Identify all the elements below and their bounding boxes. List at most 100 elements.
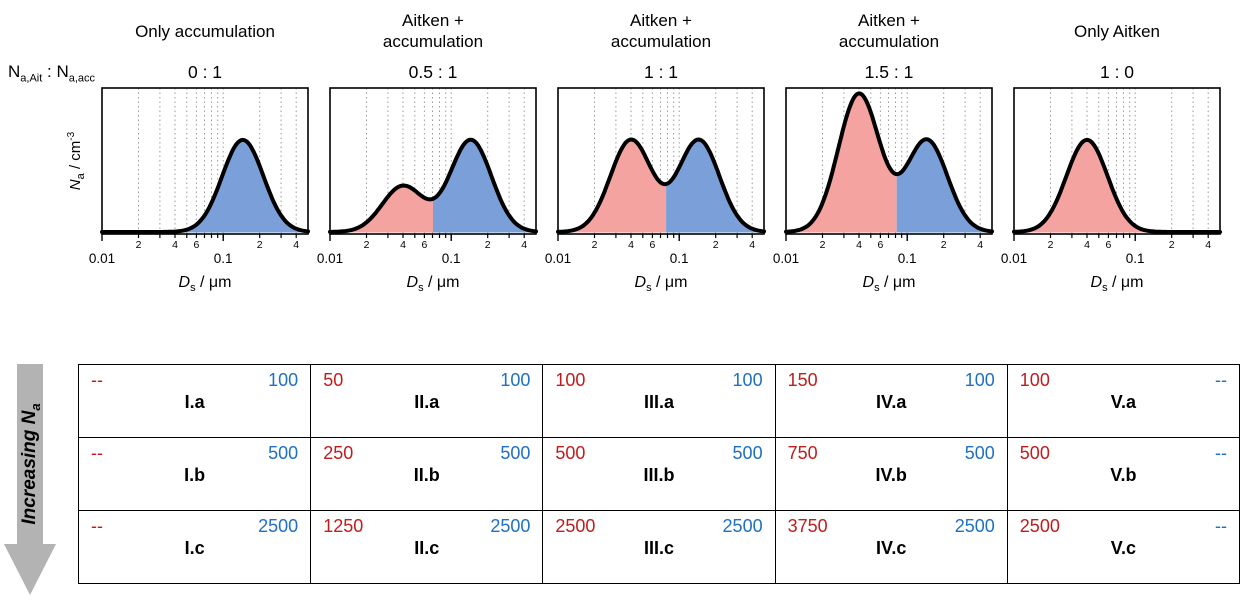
- accumulation-concentration: 2500: [722, 516, 763, 536]
- aitken-concentration: 2500: [555, 516, 596, 536]
- x-major-tick-label: 0.01: [773, 251, 799, 266]
- x-axis-units: / μm: [879, 274, 916, 291]
- x-major-tick-label: 0.1: [442, 251, 461, 266]
- table-cell: 750 500 IV.b: [775, 438, 1008, 511]
- x-minor-tick-label: 2: [136, 239, 142, 251]
- case-label: III.a: [643, 392, 674, 412]
- distribution-curve: [1012, 137, 1222, 234]
- x-axis-symbol: D: [862, 274, 875, 291]
- x-minor-tick-label: 2: [713, 239, 719, 251]
- increasing-subscript: a: [27, 403, 43, 411]
- ratio-subscript-accum: a,acc: [68, 72, 96, 85]
- table-cell: 3750 2500 IV.c: [775, 511, 1008, 584]
- accumulation-concentration: --: [1214, 370, 1227, 390]
- accumulation-concentration: 100: [732, 370, 763, 390]
- accumulation-concentration: 500: [500, 443, 531, 463]
- accumulation-concentration: 2500: [954, 516, 995, 536]
- distribution-curve: [328, 137, 538, 234]
- x-minor-tick-label: 6: [421, 239, 427, 251]
- aitken-concentration: 500: [555, 443, 586, 463]
- x-axis-units: / μm: [195, 274, 232, 291]
- cell-values-row: 50 100: [311, 365, 542, 391]
- aitken-concentration: --: [91, 370, 103, 390]
- x-major-tick-label: 0.01: [89, 251, 115, 266]
- x-minor-tick-label: 2: [257, 239, 263, 251]
- table-cell: 50 100 II.a: [311, 365, 544, 438]
- x-minor-tick-label: 4: [1205, 239, 1211, 251]
- table-cell: 100 100 III.a: [543, 365, 776, 438]
- table-cell: 500 -- V.b: [1007, 438, 1240, 511]
- x-minor-tick-label: 2: [941, 239, 947, 251]
- x-minor-tick-label: 4: [628, 239, 634, 251]
- aitken-concentration: 3750: [787, 516, 828, 536]
- x-axis-label: Ds / μm: [1010, 272, 1224, 296]
- x-axis-label: Ds / μm: [326, 272, 540, 296]
- concentration-table: -- 100 I.a 50 100 II.a 100 100 III.a 150 100 IV.a 10…: [78, 364, 1240, 584]
- panel-ratio: 1.5 : 1: [864, 62, 914, 82]
- x-minor-tick-label: 4: [749, 239, 755, 251]
- x-minor-tick-label: 4: [977, 239, 983, 251]
- table-cell: -- 2500 I.c: [79, 511, 312, 584]
- x-minor-tick-label: 2: [820, 239, 826, 251]
- cell-values-row: 1250 2500: [311, 511, 542, 537]
- cell-values-row: 100 100: [543, 365, 774, 391]
- accumulation-mode-fill: [102, 139, 308, 233]
- increasing-text: Increasing: [19, 424, 40, 525]
- table-cell: -- 500 I.b: [79, 438, 312, 511]
- x-minor-tick-label: 6: [193, 239, 199, 251]
- table-cell: 250 500 II.b: [311, 438, 544, 511]
- down-arrow-icon: [4, 364, 56, 595]
- x-minor-tick-label: 2: [364, 239, 370, 251]
- cell-values-row: 100 --: [1008, 365, 1239, 391]
- x-axis-subscript: s: [1102, 282, 1108, 295]
- aitken-concentration: --: [91, 516, 103, 536]
- aitken-concentration: 500: [1019, 443, 1050, 463]
- table-cell: 2500 2500 III.c: [543, 511, 776, 584]
- y-axis-label: Na / cm-3: [61, 86, 87, 236]
- x-major-tick-label: 0.1: [670, 251, 689, 266]
- distribution-panel: Aitken + accumulation 0.5 : 1 0.01 0.1 2 4 6 2 4…: [317, 6, 540, 296]
- cell-values-row: 150 100: [776, 365, 1007, 391]
- cell-values-row: -- 500: [79, 438, 310, 464]
- cell-values-row: 500 500: [543, 438, 774, 464]
- x-major-tick-label: 0.1: [214, 251, 233, 266]
- case-label: III.b: [643, 465, 675, 485]
- x-axis-label: Ds / μm: [782, 272, 996, 296]
- x-major-tick-label: 0.01: [545, 251, 571, 266]
- aitken-concentration: 150: [787, 370, 818, 390]
- x-major-tick-label: 0.1: [898, 251, 917, 266]
- table-cell: 150 100 IV.a: [775, 365, 1008, 438]
- accumulation-concentration: 500: [268, 443, 299, 463]
- x-axis-symbol: D: [1090, 274, 1103, 291]
- case-label: III.c: [643, 538, 674, 558]
- x-axis-subscript: s: [646, 282, 652, 295]
- accumulation-mode-fill: [896, 139, 992, 233]
- aitken-concentration: 2500: [1019, 516, 1060, 536]
- panel-ratio: 0.5 : 1: [408, 62, 458, 82]
- accumulation-mode-fill: [666, 139, 764, 233]
- aitken-concentration: 100: [555, 370, 586, 390]
- ratio-separator: :: [42, 62, 57, 81]
- x-minor-tick-label: 4: [293, 239, 299, 251]
- x-major-tick-label: 0.01: [1001, 251, 1027, 266]
- x-axis-label: Ds / μm: [98, 272, 312, 296]
- x-axis-subscript: s: [190, 282, 196, 295]
- case-label: V.a: [1110, 392, 1137, 412]
- panel-title: Only Aitken: [1074, 21, 1160, 41]
- x-minor-tick-label: 4: [172, 239, 178, 251]
- aitken-concentration: --: [91, 443, 103, 463]
- distributions-section: Na,Ait : Na,acc Na / cm-3 Only accumulat…: [0, 0, 1240, 296]
- case-label: II.b: [413, 465, 440, 485]
- accumulation-concentration: 500: [732, 443, 763, 463]
- aitken-mode-fill: [558, 139, 667, 233]
- table-cell: 2500 -- V.c: [1007, 511, 1240, 584]
- aitken-concentration: 750: [787, 443, 818, 463]
- cell-values-row: 750 500: [776, 438, 1007, 464]
- y-axis-symbol: N: [67, 179, 84, 191]
- x-minor-tick-label: 2: [592, 239, 598, 251]
- distribution-curve: [556, 137, 766, 234]
- aitken-mode-fill: [786, 93, 897, 233]
- x-minor-tick-label: 4: [400, 239, 406, 251]
- x-axis-subscript: s: [418, 282, 424, 295]
